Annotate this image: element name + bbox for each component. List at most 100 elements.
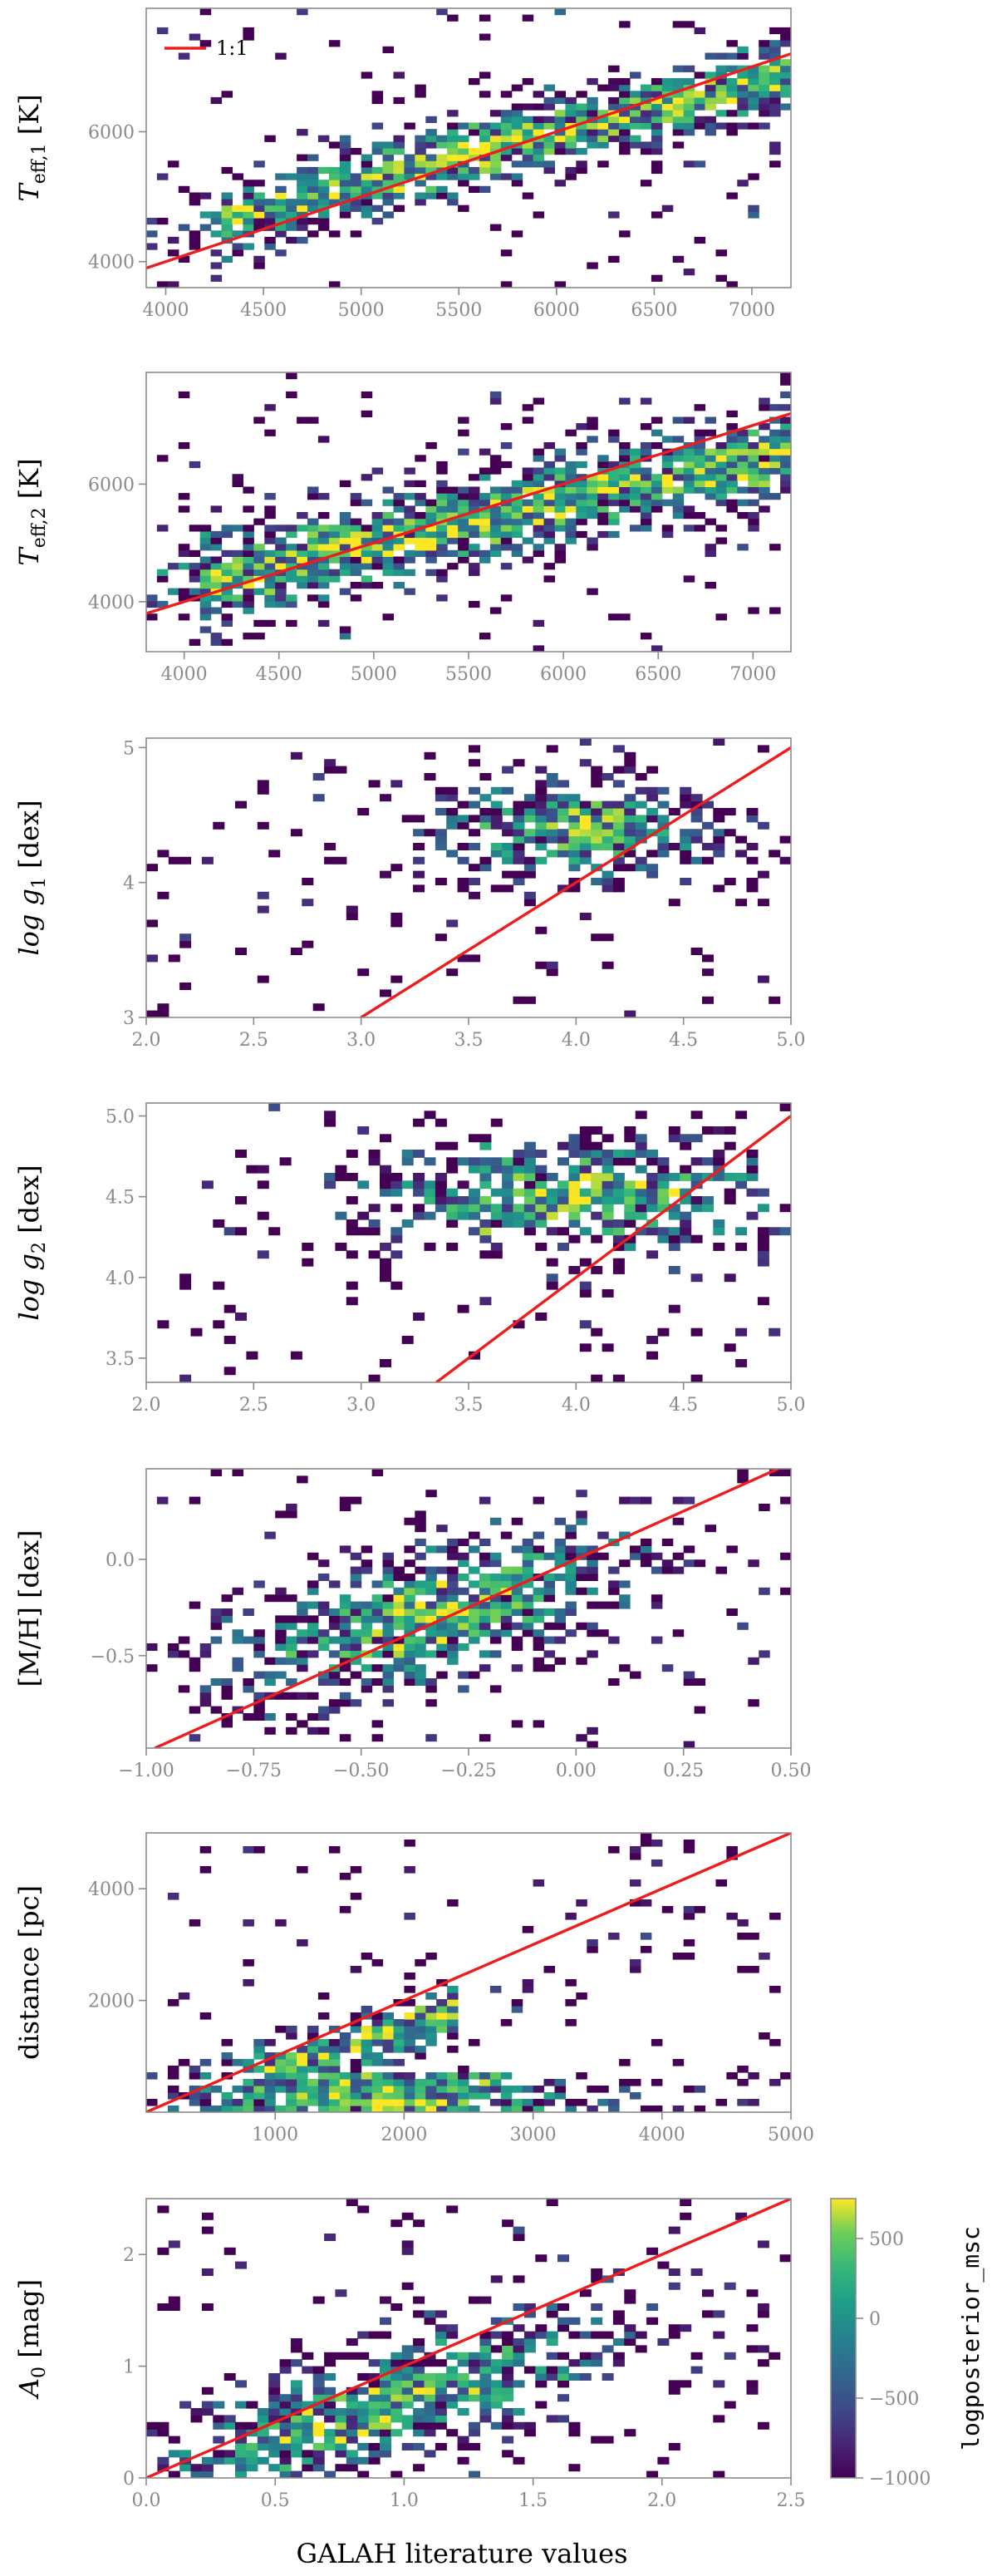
- heatmap-cell: [543, 1966, 555, 1973]
- heatmap-cell: [469, 148, 480, 155]
- heatmap-cell: [565, 429, 577, 436]
- heatmap-cell: [702, 2310, 714, 2318]
- heatmap-cell: [502, 829, 514, 837]
- heatmap-cell: [446, 2401, 459, 2409]
- heatmap-cell: [469, 493, 480, 500]
- heatmap-cell: [469, 1594, 480, 1603]
- heatmap-cell: [425, 569, 437, 576]
- heatmap-cell: [307, 173, 319, 180]
- heatmap-cell: [715, 537, 727, 544]
- heatmap-cell: [390, 913, 403, 920]
- heatmap-cell: [565, 486, 577, 494]
- heatmap-cell: [757, 2421, 769, 2430]
- common-x-axis-label: GALAH literature values: [297, 2538, 628, 2569]
- heatmap-cell: [253, 563, 265, 570]
- heatmap-cell: [705, 71, 716, 79]
- heatmap-cell: [469, 864, 480, 872]
- heatmap-cell: [724, 1141, 736, 1150]
- heatmap-cell: [543, 166, 555, 175]
- heatmap-cell: [568, 1150, 581, 1158]
- heatmap-cell: [769, 46, 781, 53]
- heatmap-cell: [576, 1734, 587, 1742]
- heatmap-cell: [715, 84, 727, 91]
- heatmap-cell: [759, 84, 770, 91]
- heatmap-cell: [646, 864, 659, 872]
- y-tick-label: 6000: [88, 122, 135, 143]
- heatmap-cell: [746, 856, 759, 864]
- heatmap-cell: [350, 185, 362, 193]
- heatmap-cell: [425, 129, 437, 136]
- heatmap-cell: [404, 1973, 415, 1980]
- heatmap-cell: [361, 2046, 373, 2053]
- heatmap-cell: [672, 78, 685, 86]
- heatmap-cell: [382, 46, 394, 53]
- heatmap-cell: [748, 122, 759, 130]
- heatmap-cell: [382, 613, 394, 621]
- heatmap-cell: [458, 180, 469, 187]
- heatmap-cell: [317, 493, 330, 500]
- heatmap-cell: [357, 808, 370, 815]
- heatmap-cell: [522, 141, 534, 149]
- heatmap-cell: [275, 544, 287, 551]
- heatmap-cell: [705, 91, 716, 98]
- heatmap-cell: [608, 2099, 620, 2106]
- heatmap-cell: [213, 2415, 225, 2423]
- heatmap-cell: [619, 2086, 631, 2093]
- heatmap-cell: [297, 185, 308, 193]
- heatmap-cell: [612, 780, 625, 788]
- heatmap-cell: [576, 461, 587, 469]
- heatmap-cell: [189, 2072, 201, 2080]
- heatmap-cell: [672, 84, 685, 91]
- heatmap-cell: [608, 255, 620, 263]
- heatmap-cell: [630, 122, 641, 130]
- heatmap-cell: [317, 1678, 330, 1686]
- heatmap-cell: [624, 1126, 636, 1135]
- heatmap-cell: [199, 2092, 212, 2100]
- heatmap-cell: [683, 78, 695, 86]
- heatmap-cell: [579, 1343, 592, 1352]
- heatmap-cell: [651, 1566, 663, 1574]
- heatmap-cell: [533, 455, 545, 462]
- heatmap-cell: [746, 2386, 759, 2395]
- heatmap-cell: [264, 1671, 276, 1679]
- heatmap-cell: [661, 1906, 674, 1914]
- heatmap-cell: [630, 455, 641, 462]
- heatmap-cell: [368, 2394, 381, 2402]
- heatmap-cell: [335, 2289, 347, 2298]
- heatmap-cell: [286, 2092, 297, 2100]
- heatmap-cell: [307, 416, 319, 424]
- heatmap-cell: [286, 199, 297, 206]
- heatmap-cell: [307, 493, 319, 500]
- heatmap-cell: [683, 21, 695, 28]
- heatmap-cell: [290, 2394, 302, 2402]
- heatmap-cell: [350, 2059, 362, 2066]
- heatmap-cell: [361, 154, 373, 161]
- heatmap-cell: [646, 1150, 659, 1158]
- heatmap-cell: [683, 1671, 695, 1679]
- heatmap-cell: [597, 141, 609, 149]
- heatmap-cell: [210, 1608, 223, 1616]
- heatmap-cell: [568, 1204, 581, 1213]
- heatmap-cell: [350, 173, 362, 180]
- heatmap-cell: [339, 1906, 351, 1914]
- heatmap-cell: [748, 518, 759, 525]
- heatmap-cell: [371, 1720, 384, 1728]
- heatmap-cell: [447, 1899, 459, 1907]
- heatmap-cell: [253, 1846, 265, 1854]
- heatmap-cell: [683, 2086, 695, 2093]
- heatmap-cell: [436, 1587, 448, 1595]
- heatmap-cell: [413, 2380, 425, 2388]
- heatmap-cell: [393, 1622, 405, 1630]
- heatmap-cell: [619, 613, 631, 621]
- heatmap-cell: [587, 537, 598, 544]
- heatmap-cell: [447, 1992, 459, 2000]
- heatmap-cell: [746, 2380, 759, 2388]
- heatmap-cell: [661, 1559, 674, 1568]
- heatmap-cell: [587, 1946, 598, 1953]
- heatmap-cell: [413, 815, 425, 823]
- heatmap-cell: [757, 2240, 769, 2248]
- heatmap-cell: [328, 2052, 341, 2060]
- heatmap-cell: [640, 1545, 652, 1554]
- heatmap-cell: [393, 1601, 405, 1609]
- heatmap-cell: [522, 2106, 534, 2112]
